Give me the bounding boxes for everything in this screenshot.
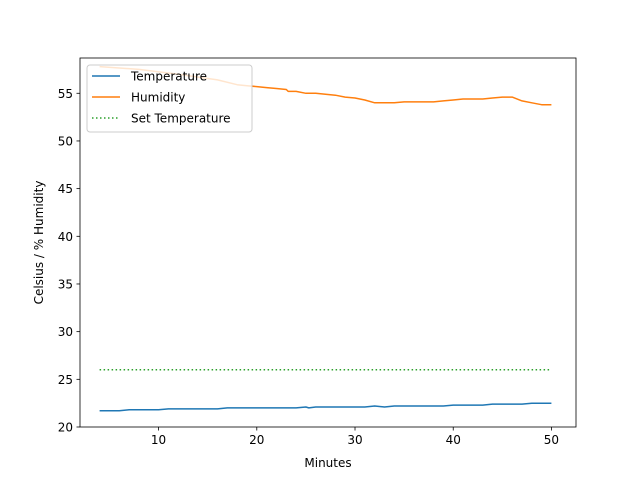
legend-label-set-temperature: Set Temperature — [131, 112, 231, 126]
y-tick-label: 35 — [58, 277, 73, 291]
axes-frame — [79, 57, 577, 428]
y-tick-label: 55 — [58, 87, 73, 101]
y-tick-label: 40 — [58, 230, 73, 244]
legend: Temperature Humidity Set Temperature — [86, 64, 253, 133]
series-line-humidity — [99, 65, 552, 106]
x-tick-label: 50 — [544, 433, 559, 447]
y-tick-label: 25 — [58, 373, 73, 387]
x-tick-label: 30 — [347, 433, 362, 447]
x-tick-label: 20 — [249, 433, 264, 447]
y-tick-label: 30 — [58, 325, 73, 339]
x-tick-label: 10 — [151, 433, 166, 447]
x-axis-ticks: 10 20 30 40 50 — [151, 427, 559, 447]
x-tick-label: 40 — [446, 433, 461, 447]
y-tick-label: 20 — [58, 421, 73, 435]
series-line-temperature — [99, 402, 552, 412]
y-tick-label: 50 — [58, 134, 73, 148]
y-axis-label: Celsius / % Humidity — [32, 181, 46, 305]
legend-label-humidity: Humidity — [131, 91, 185, 105]
series-layer — [99, 65, 552, 412]
x-axis-label: Minutes — [304, 456, 351, 470]
legend-label-temperature: Temperature — [130, 70, 207, 84]
y-tick-label: 45 — [58, 182, 73, 196]
y-axis-ticks: 20 25 30 35 40 45 50 55 — [58, 87, 80, 435]
legend-box — [86, 64, 253, 133]
